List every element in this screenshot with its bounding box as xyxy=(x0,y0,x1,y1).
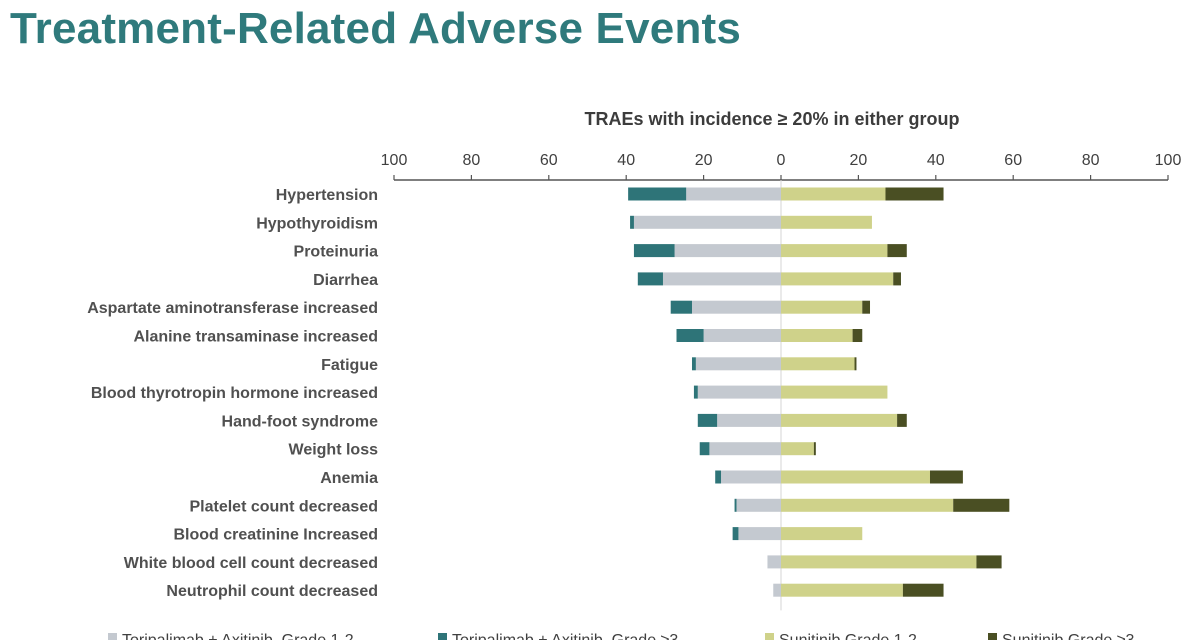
bar-sunitinib-grade-1-2 xyxy=(781,442,814,456)
x-tick-label: 80 xyxy=(1082,152,1100,169)
legend: Toripalimab + Axitinib, Grade 1-2 Toripal… xyxy=(108,632,1135,640)
category-label: White blood cell count decreased xyxy=(124,555,378,572)
legend-swatch xyxy=(988,633,997,640)
legend-label: Toripalimab + Axitinib, Grade ≥3 xyxy=(452,632,678,640)
category-label: Hand-foot syndrome xyxy=(222,413,379,430)
category-label: Weight loss xyxy=(289,442,379,459)
bar-toripalimab-grade-3-plus xyxy=(633,244,675,258)
bar-toripalimab-grade-1-2 xyxy=(767,555,781,569)
bar-toripalimab-grade-3-plus xyxy=(699,442,710,456)
x-tick-label: 60 xyxy=(1004,152,1022,169)
category-label: Proteinuria xyxy=(294,244,379,261)
bar-sunitinib-grade-1-2 xyxy=(781,244,888,258)
bar-sunitinib-grade-3-plus xyxy=(929,470,963,484)
bar-sunitinib-grade-3-plus xyxy=(976,555,1002,569)
bar-sunitinib-grade-3-plus xyxy=(854,357,857,371)
bar-toripalimab-grade-3-plus xyxy=(734,498,737,512)
x-tick-label: 100 xyxy=(381,152,408,169)
bar-sunitinib-grade-3-plus xyxy=(902,583,944,597)
bar-toripalimab-grade-1-2 xyxy=(691,300,781,314)
bar-toripalimab-grade-3-plus xyxy=(697,413,718,427)
bar-sunitinib-grade-3-plus xyxy=(885,187,944,201)
bar-toripalimab-grade-1-2 xyxy=(695,357,781,371)
bar-toripalimab-grade-1-2 xyxy=(736,498,781,512)
bar-toripalimab-grade-1-2 xyxy=(697,385,781,399)
category-label: Platelet count decreased xyxy=(189,498,378,515)
category-label: Diarrhea xyxy=(313,272,378,289)
category-label: Blood thyrotropin hormone increased xyxy=(91,385,378,402)
bar-sunitinib-grade-3-plus xyxy=(953,498,1010,512)
bar-sunitinib-grade-3-plus xyxy=(813,442,816,456)
bar-toripalimab-grade-3-plus xyxy=(670,300,692,314)
category-label: Neutrophil count decreased xyxy=(166,583,378,600)
chart-title: TRAEs with incidence ≥ 20% in either gro… xyxy=(585,109,960,129)
bar-toripalimab-grade-1-2 xyxy=(703,329,781,342)
bar-toripalimab-grade-1-2 xyxy=(717,413,781,427)
bar-sunitinib-grade-1-2 xyxy=(781,300,863,314)
category-label: Alanine transaminase increased xyxy=(133,329,378,346)
bar-toripalimab-grade-3-plus xyxy=(691,357,696,371)
bar-toripalimab-grade-3-plus xyxy=(693,385,698,399)
bar-toripalimab-grade-3-plus xyxy=(676,329,704,342)
bar-sunitinib-grade-1-2 xyxy=(781,527,863,541)
x-axis: 100 80 60 40 20 0 20 40 60 80 100 xyxy=(381,152,1182,181)
x-tick-label: 20 xyxy=(850,152,868,169)
category-label: Fatigue xyxy=(321,357,378,374)
x-tick-label: 100 xyxy=(1155,152,1182,169)
bar-sunitinib-grade-1-2 xyxy=(781,413,898,427)
bar-toripalimab-grade-1-2 xyxy=(721,470,781,484)
bar-sunitinib-grade-1-2 xyxy=(781,187,886,201)
slide-title: Treatment-Related Adverse Events xyxy=(10,4,742,53)
bar-sunitinib-grade-1-2 xyxy=(781,272,894,286)
bar-sunitinib-grade-3-plus xyxy=(887,244,907,258)
category-label: Aspartate aminotransferase increased xyxy=(87,300,378,317)
x-tick-label: 0 xyxy=(777,152,786,169)
x-tick-label: 20 xyxy=(695,152,713,169)
bar-toripalimab-grade-3-plus xyxy=(628,187,687,201)
bar-toripalimab-grade-3-plus xyxy=(630,215,634,229)
bar-toripalimab-grade-1-2 xyxy=(773,583,781,597)
bar-toripalimab-grade-3-plus xyxy=(732,527,739,541)
legend-swatch xyxy=(438,633,447,640)
bar-sunitinib-grade-1-2 xyxy=(781,470,930,484)
bar-sunitinib-grade-1-2 xyxy=(781,498,954,512)
bar-sunitinib-grade-1-2 xyxy=(781,583,903,597)
bar-toripalimab-grade-1-2 xyxy=(662,272,781,286)
x-tick-label: 40 xyxy=(617,152,635,169)
bars xyxy=(628,180,1010,611)
category-label: Hypertension xyxy=(276,187,378,204)
bar-sunitinib-grade-1-2 xyxy=(781,329,853,342)
bar-toripalimab-grade-1-2 xyxy=(633,215,781,229)
legend-label: Toripalimab + Axitinib, Grade 1-2 xyxy=(122,632,354,640)
bar-sunitinib-grade-3-plus xyxy=(893,272,901,286)
category-label: Hypothyroidism xyxy=(256,215,378,232)
legend-label: Sunitinib Grade 1-2 xyxy=(779,632,917,640)
legend-swatch xyxy=(108,633,117,640)
category-label: Blood creatinine Increased xyxy=(173,527,378,544)
bar-sunitinib-grade-1-2 xyxy=(781,555,977,569)
bar-sunitinib-grade-3-plus xyxy=(862,300,871,314)
bar-sunitinib-grade-1-2 xyxy=(781,385,888,399)
x-tick-label: 60 xyxy=(540,152,558,169)
bar-toripalimab-grade-1-2 xyxy=(709,442,781,456)
bar-toripalimab-grade-3-plus xyxy=(715,470,722,484)
bar-toripalimab-grade-1-2 xyxy=(686,187,781,201)
bar-sunitinib-grade-1-2 xyxy=(781,357,855,371)
bar-sunitinib-grade-3-plus xyxy=(897,413,907,427)
bar-toripalimab-grade-3-plus xyxy=(637,272,663,286)
category-label: Anemia xyxy=(320,470,378,487)
x-tick-label: 80 xyxy=(463,152,481,169)
bar-sunitinib-grade-1-2 xyxy=(781,215,872,229)
legend-label: Sunitinib Grade ≥3 xyxy=(1002,632,1135,640)
bar-sunitinib-grade-3-plus xyxy=(852,329,863,342)
legend-swatch xyxy=(765,633,774,640)
bar-toripalimab-grade-1-2 xyxy=(674,244,781,258)
x-tick-label: 40 xyxy=(927,152,945,169)
category-labels: Hypertension Hypothyroidism Proteinuria Dia… xyxy=(87,187,378,600)
bar-toripalimab-grade-1-2 xyxy=(738,527,781,541)
